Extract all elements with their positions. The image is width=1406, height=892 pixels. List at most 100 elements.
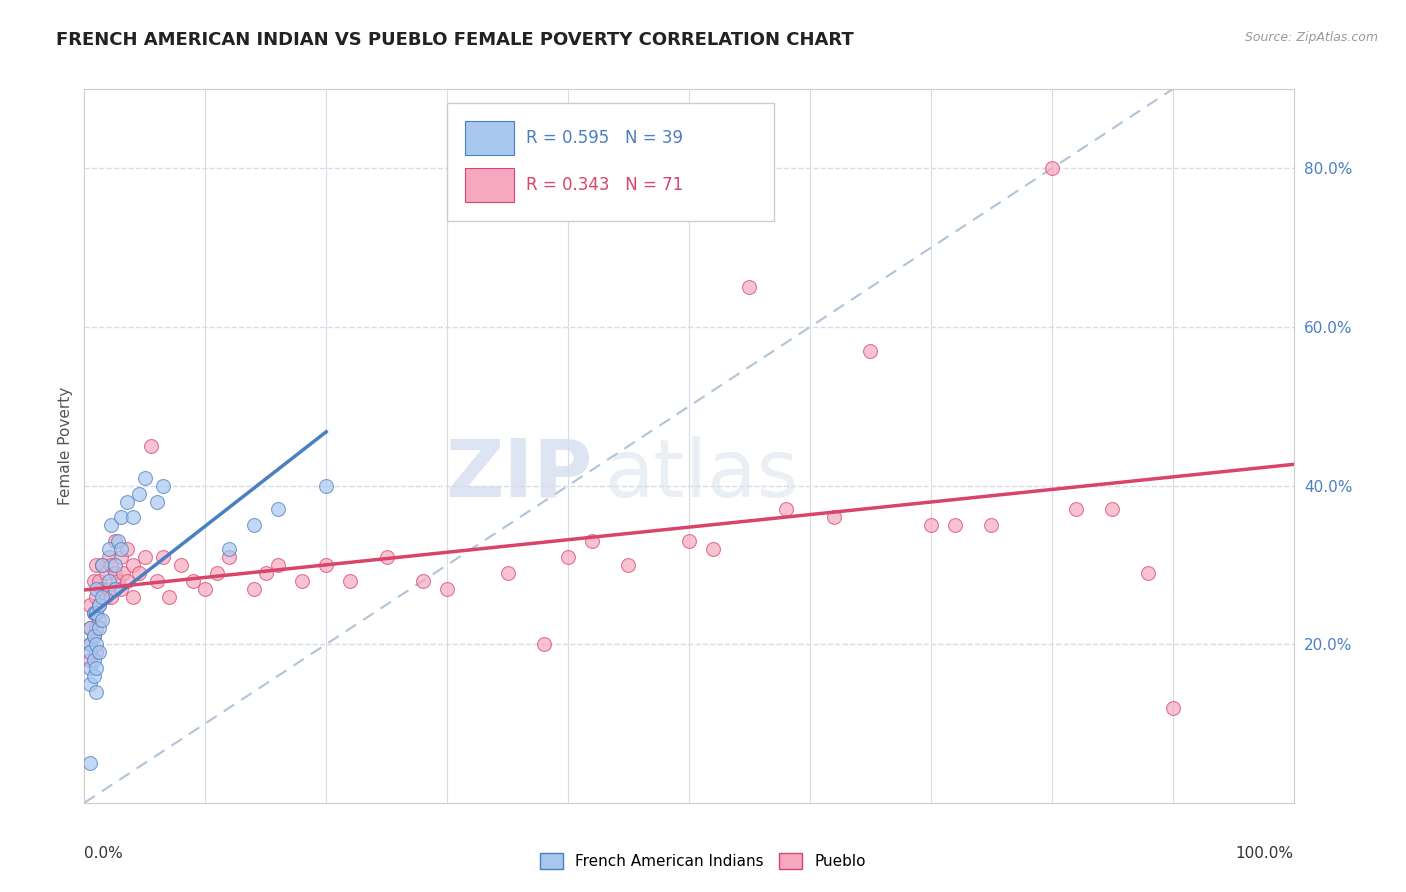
Point [146,494,169,508]
Point [91,590,114,604]
Point [86,661,108,675]
Point [91,582,114,596]
Point [83,669,105,683]
Point [1137,566,1160,580]
Point [339,574,361,588]
Point [86,582,108,596]
Point [79,653,101,667]
Point [87,621,110,635]
Point [86,558,108,572]
Point [943,518,966,533]
Point [91,558,114,572]
Point [315,558,337,572]
Point [112,566,135,580]
Point [436,582,458,596]
Point [1040,161,1063,176]
Point [83,606,105,620]
Point [94,590,117,604]
Legend: French American Indians, Pueblo: French American Indians, Pueblo [534,847,872,875]
Point [83,653,105,667]
Point [617,558,640,572]
Point [107,534,129,549]
Point [181,574,204,588]
Point [79,598,101,612]
Point [97,574,120,588]
Point [104,534,127,549]
Point [110,542,132,557]
Point [859,343,882,358]
Point [139,439,162,453]
Point [207,566,229,580]
Text: FRENCH AMERICAN INDIAN VS PUEBLO FEMALE POVERTY CORRELATION CHART: FRENCH AMERICAN INDIAN VS PUEBLO FEMALE … [56,31,853,49]
Point [83,629,105,643]
Point [97,549,120,564]
Point [218,542,240,557]
Point [110,582,132,596]
Point [115,574,138,588]
Point [557,549,579,564]
Point [121,558,143,572]
Text: R = 0.595   N = 39: R = 0.595 N = 39 [526,128,683,146]
Point [134,471,156,485]
Point [79,637,101,651]
Point [86,590,108,604]
Point [87,574,110,588]
Point [775,502,797,516]
Point [79,645,101,659]
Point [315,478,337,492]
Point [121,510,143,524]
Point [87,598,110,612]
Point [100,558,122,572]
Point [115,542,138,557]
Point [146,574,169,588]
Text: 100.0%: 100.0% [1236,846,1294,861]
Point [91,614,114,628]
Point [218,549,240,564]
Point [87,598,110,612]
Point [1161,700,1184,714]
Point [242,518,264,533]
Point [157,590,180,604]
Point [375,549,398,564]
Point [920,518,942,533]
Point [980,518,1002,533]
Point [100,590,122,604]
Point [86,637,108,651]
Point [115,494,138,508]
FancyBboxPatch shape [447,103,773,221]
Point [823,510,845,524]
Point [79,637,101,651]
Point [104,582,127,596]
Point [91,558,114,572]
Point [291,574,314,588]
Point [267,558,290,572]
Point [678,534,700,549]
Y-axis label: Female Poverty: Female Poverty [58,387,73,505]
Point [128,486,150,500]
Point [267,502,290,516]
Point [83,629,105,643]
Point [79,661,101,675]
Point [1064,502,1087,516]
Point [738,280,761,294]
Point [100,518,122,533]
Point [110,510,132,524]
Point [242,582,264,596]
Point [412,574,434,588]
Point [104,566,127,580]
Text: ZIP: ZIP [444,435,592,514]
Point [194,582,217,596]
FancyBboxPatch shape [465,168,513,202]
FancyBboxPatch shape [465,120,513,155]
Point [79,756,101,771]
Point [86,606,108,620]
Point [1101,502,1123,516]
Point [170,558,193,572]
Point [121,590,143,604]
Point [94,566,117,580]
Point [152,478,174,492]
Point [107,574,129,588]
Point [134,549,156,564]
Point [79,621,101,635]
Point [79,621,101,635]
